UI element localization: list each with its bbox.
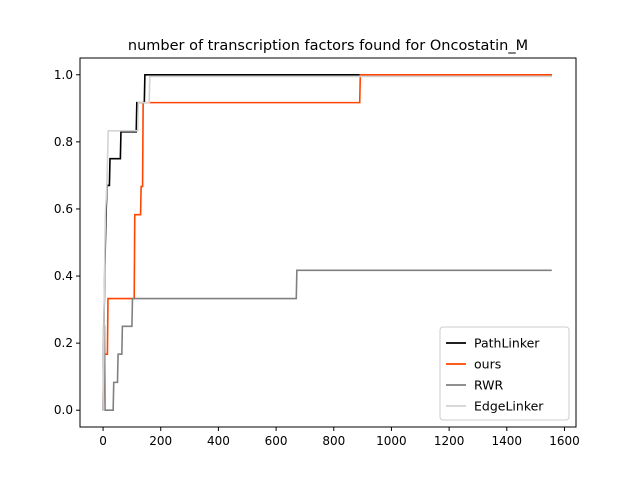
legend: PathLinker ours RWR EdgeLinker [440, 327, 569, 420]
x-tick-label: 800 [322, 434, 345, 448]
x-tick-label: 200 [149, 434, 172, 448]
legend-label: RWR [474, 378, 504, 393]
x-tick-label: 0 [99, 434, 107, 448]
y-tick-label: 0.6 [54, 202, 73, 216]
legend-label: PathLinker [474, 336, 540, 351]
x-tick-label: 1200 [434, 434, 465, 448]
x-tick-label: 400 [207, 434, 230, 448]
y-tick-label: 1.0 [54, 68, 73, 82]
legend-label: EdgeLinker [474, 399, 544, 414]
x-tick-label: 600 [265, 434, 288, 448]
x-axis: 0 200 400 600 800 1000 1200 1400 1600 [99, 427, 579, 448]
y-tick-label: 0.4 [54, 269, 73, 283]
chart-title: number of transcription factors found fo… [128, 38, 528, 54]
x-tick-label: 1600 [549, 434, 580, 448]
x-tick-label: 1400 [492, 434, 523, 448]
y-tick-label: 0.8 [54, 135, 73, 149]
y-tick-label: 0.0 [54, 403, 73, 417]
y-tick-label: 0.2 [54, 336, 73, 350]
legend-label: ours [474, 357, 501, 372]
x-tick-label: 1000 [376, 434, 407, 448]
y-axis: 0.0 0.2 0.4 0.6 0.8 1.0 [54, 68, 80, 417]
